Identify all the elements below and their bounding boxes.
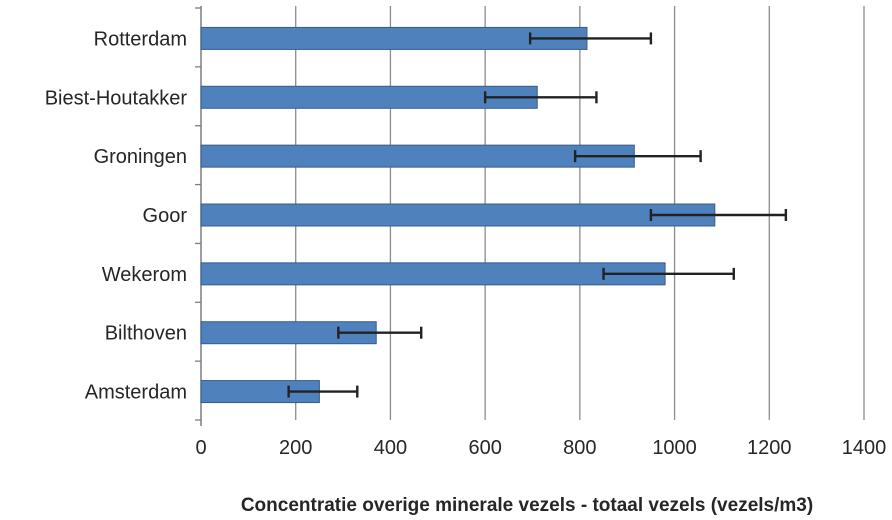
category-label-biest-houtakker: Biest-Houtakker [45,87,188,109]
x-tick-label-1400: 1400 [842,437,887,459]
category-labels: Rotterdam Biest-Houtakker Groningen Goor Wek… [45,28,188,403]
x-tick-labels: 0 200 400 600 800 1000 1200 1400 [195,437,886,459]
bar-groningen [200,144,635,168]
category-label-bilthoven: Bilthoven [105,323,187,345]
bar-wekerom [200,262,666,286]
category-label-rotterdam: Rotterdam [94,28,187,50]
x-axis-title: Concentratie overige minerale vezels - t… [241,495,813,516]
category-label-wekerom: Wekerom [102,264,187,286]
x-tick-label-1200: 1200 [747,437,792,459]
bars [200,26,716,404]
category-label-goor: Goor [143,205,188,227]
error-bars [287,32,788,398]
category-label-groningen: Groningen [94,146,187,168]
x-tick-label-200: 200 [279,437,312,459]
x-tick-label-600: 600 [468,437,501,459]
x-tick-label-800: 800 [563,437,596,459]
bar-goor [200,203,716,227]
axes [195,6,202,426]
x-tick-label-1000: 1000 [652,437,697,459]
x-tick-label-0: 0 [195,437,206,459]
category-label-amsterdam: Amsterdam [85,382,187,404]
x-tick-label-400: 400 [374,437,407,459]
